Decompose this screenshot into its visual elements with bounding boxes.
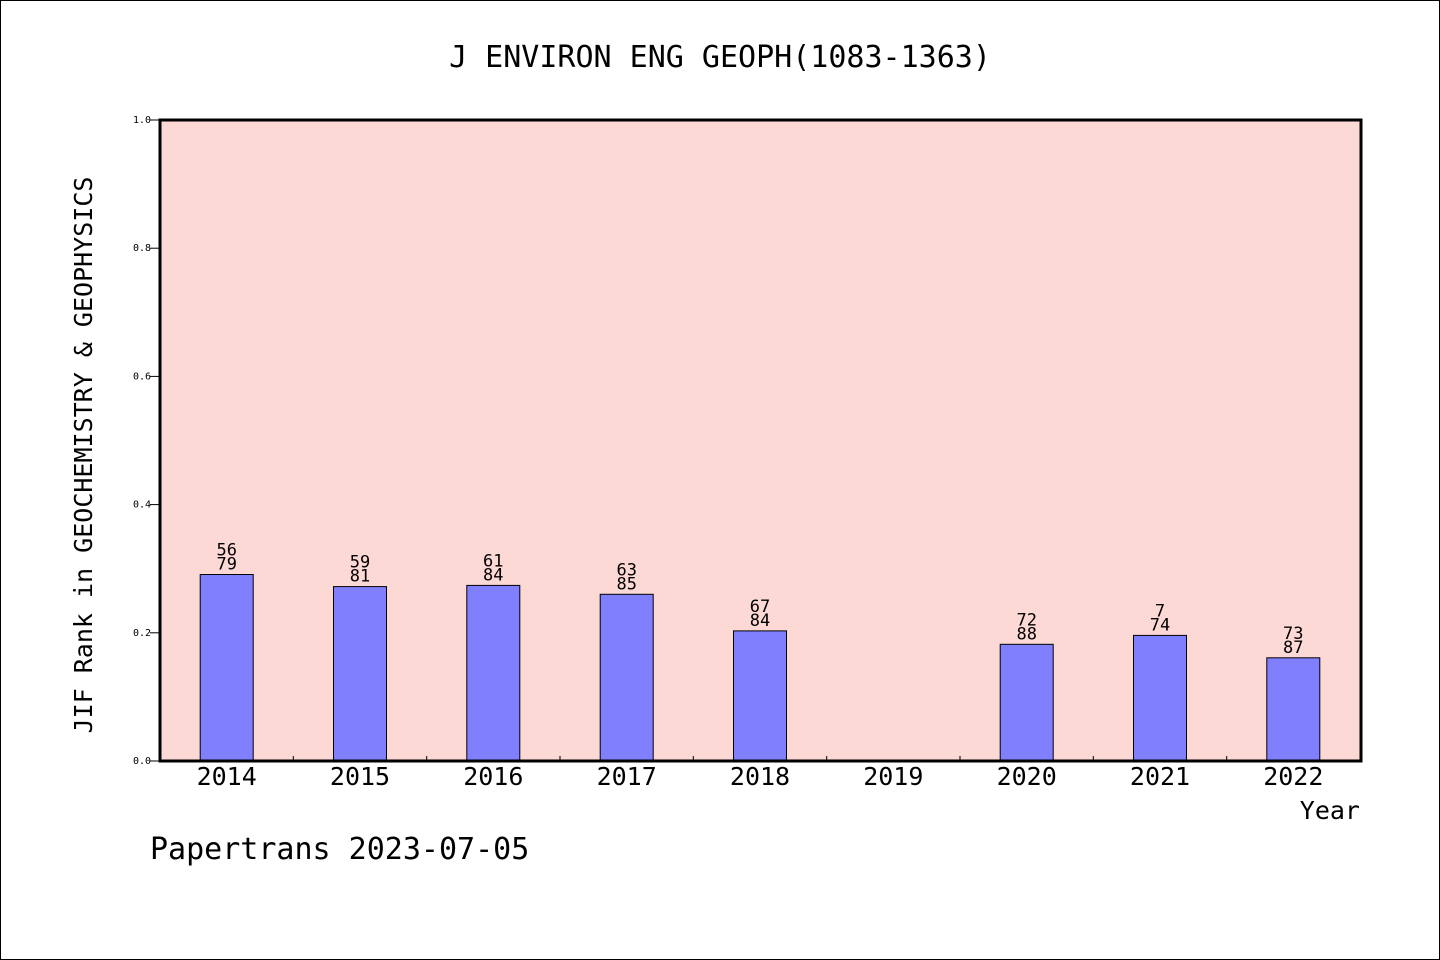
data-label-bottom-2021: 74: [1150, 615, 1170, 635]
x-tick-label-2015: 2015: [330, 762, 390, 791]
y-tick-label-0.4: 0.4: [133, 500, 151, 511]
data-label-bottom-2016: 84: [483, 565, 503, 585]
footer-credit: Papertrans 2023-07-05: [150, 832, 530, 867]
x-tick-label-2014: 2014: [197, 762, 257, 791]
x-tick-label-2021: 2021: [1130, 762, 1190, 791]
x-tick-label-2022: 2022: [1263, 762, 1323, 791]
chart-title: J ENVIRON ENG GEOPH(1083-1363): [449, 40, 991, 75]
data-label-top-2016: 61: [483, 551, 503, 571]
bar-2014: [199, 574, 254, 762]
y-tick-label-1.0: 1.0: [133, 115, 151, 126]
x-tick-label-2016: 2016: [463, 762, 523, 791]
data-label-top-2015: 59: [350, 553, 370, 573]
data-label-top-2022: 73: [1283, 624, 1303, 644]
y-tick-label-0.2: 0.2: [133, 628, 151, 639]
y-tick-label-0.0: 0.0: [133, 756, 151, 767]
data-label-top-2014: 56: [216, 541, 236, 561]
bar-2015: [333, 586, 387, 762]
data-label-top-2017: 63: [616, 560, 636, 580]
y-axis-label: JIF Rank in GEOCHEMISTRY & GEOPHYSICS: [69, 177, 98, 734]
data-label-bottom-2014: 79: [216, 555, 236, 575]
bar-2021: [1133, 634, 1187, 762]
bar-2020: [999, 643, 1054, 762]
data-label-bottom-2017: 85: [616, 574, 636, 594]
data-label-top-2020: 72: [1016, 610, 1036, 630]
x-tick-label-2020: 2020: [997, 762, 1057, 791]
data-label-top-2018: 67: [750, 597, 770, 617]
data-label-top-2021: 7: [1155, 601, 1165, 621]
bar-2018: [733, 630, 787, 762]
bar-2022: [1266, 657, 1321, 762]
y-tick-label-0.6: 0.6: [133, 371, 151, 382]
data-label-bottom-2018: 84: [750, 611, 770, 631]
bar-2017: [599, 593, 654, 762]
x-tick-label-2017: 2017: [597, 762, 657, 791]
data-label-bottom-2020: 88: [1016, 624, 1036, 644]
x-tick-label-2019: 2019: [863, 762, 923, 791]
plot-border: [158, 118, 1363, 763]
x-tick-label-2018: 2018: [730, 762, 790, 791]
bar-2016: [466, 584, 521, 762]
y-tick-label-0.8: 0.8: [133, 243, 151, 254]
data-label-bottom-2022: 87: [1283, 638, 1303, 658]
data-label-bottom-2015: 81: [350, 567, 370, 587]
x-axis-label: Year: [1300, 796, 1360, 825]
